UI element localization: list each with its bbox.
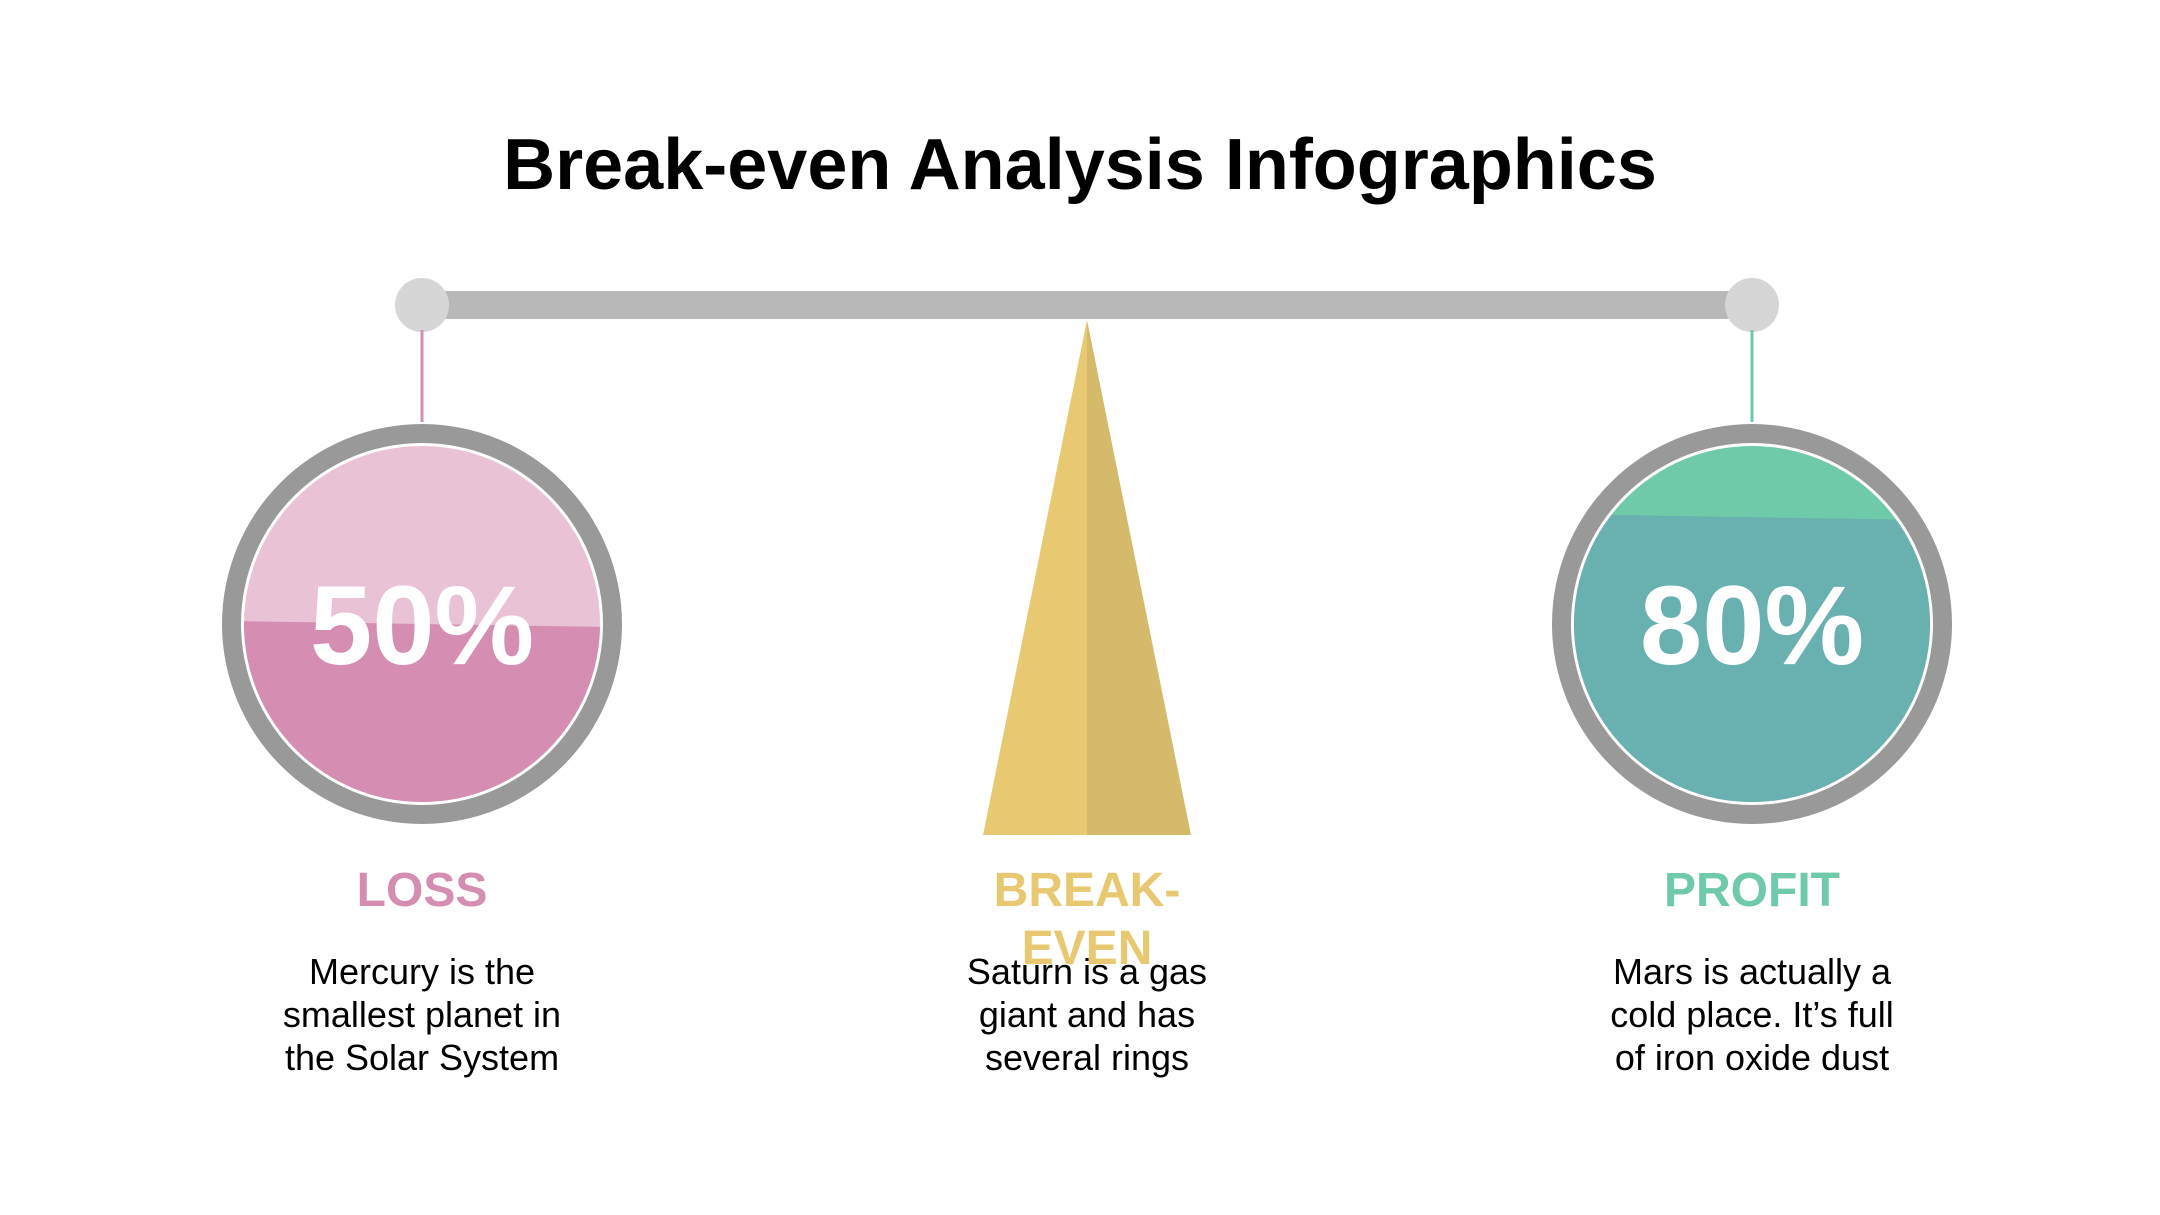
breakeven-description-line: giant and has	[978, 994, 1196, 1035]
fulcrum-left-face	[983, 320, 1087, 835]
profit-description-line: cold place. It’s full	[1610, 994, 1894, 1035]
breakeven-label-line-1: BREAK-	[993, 864, 1181, 917]
loss-description-line: Mercury is the	[308, 951, 536, 992]
profit-fill-area	[1574, 514, 1930, 802]
profit-description-line: Mars is actually a	[1612, 951, 1892, 992]
breakeven-description-line: Saturn is a gas	[966, 951, 1208, 992]
profit-description-line: of iron oxide dust	[1614, 1037, 1890, 1078]
loss-fill-area	[244, 621, 600, 802]
breakeven-label: BREAK- EVEN	[937, 862, 1237, 978]
profit-label: PROFIT	[1664, 864, 1840, 917]
loss-percentage: 50%	[309, 563, 535, 688]
breakeven-label-line-2: EVEN	[1021, 922, 1153, 975]
profit-description: Mars is actually a cold place. It’s full…	[1542, 950, 1962, 1079]
loss-description-line: smallest planet in	[282, 994, 562, 1035]
breakeven-description-line: several rings	[984, 1037, 1190, 1078]
right-beam-knob	[1725, 278, 1779, 332]
page-title: Break-even Analysis Infographics	[503, 125, 1657, 205]
loss-gauge	[222, 424, 622, 824]
breakeven-description: Saturn is a gas giant and has several ri…	[877, 950, 1297, 1079]
profit-gauge	[1552, 424, 1952, 824]
fulcrum-right-face	[1087, 320, 1191, 835]
left-beam-knob	[395, 278, 449, 332]
loss-label: LOSS	[356, 864, 488, 917]
loss-description-line: the Solar System	[284, 1037, 560, 1078]
loss-description: Mercury is the smallest planet in the So…	[212, 950, 632, 1079]
balance-beam	[422, 291, 1752, 319]
profit-percentage: 80%	[1639, 563, 1865, 688]
